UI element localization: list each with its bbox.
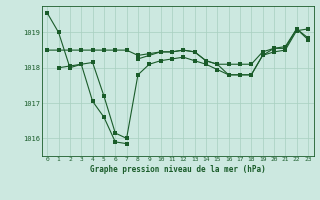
- X-axis label: Graphe pression niveau de la mer (hPa): Graphe pression niveau de la mer (hPa): [90, 165, 266, 174]
